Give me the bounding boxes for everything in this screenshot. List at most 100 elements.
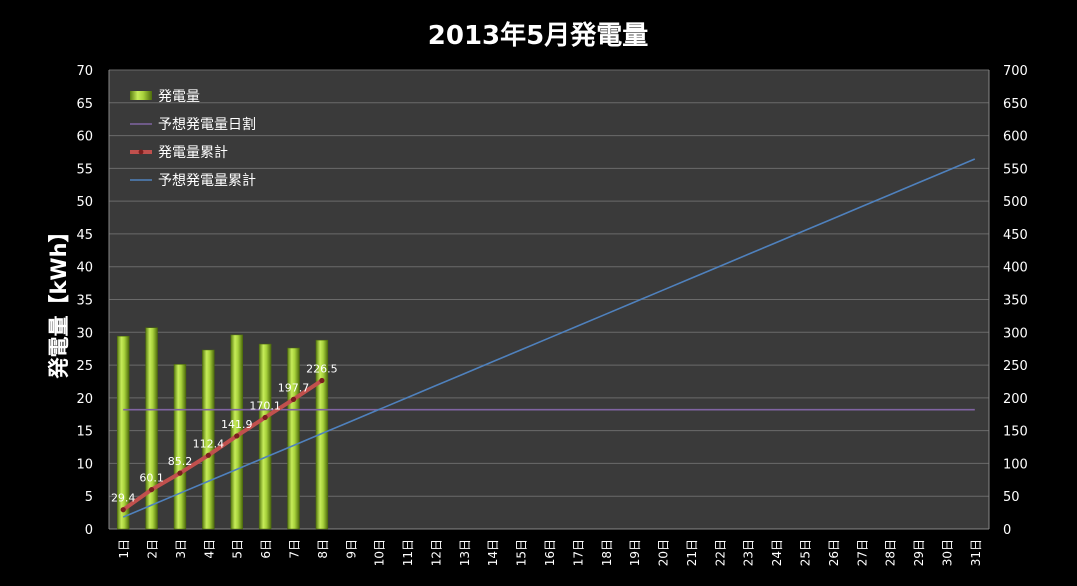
y2-tick-label: 350: [1003, 294, 1028, 309]
x-tick-label: 4日: [202, 539, 216, 559]
x-tick-label: 29日: [912, 539, 926, 566]
x-tick-label: 14日: [486, 539, 500, 566]
y2-tick-label: 700: [1003, 64, 1028, 79]
x-tick-label: 30日: [940, 539, 954, 566]
x-tick-label: 8日: [316, 539, 330, 559]
y-tick-label: 35: [76, 294, 93, 309]
y-tick-label: 30: [76, 326, 93, 341]
legend-label: 予想発電量累計: [158, 173, 256, 189]
y-tick-label: 55: [76, 162, 93, 177]
bar: [145, 327, 158, 530]
y-axis-label: 発電量【kWh】: [47, 221, 71, 379]
x-tick-label: 2日: [146, 539, 160, 559]
y2-tick-label: 100: [1003, 457, 1028, 472]
y2-tick-label: 600: [1003, 130, 1028, 145]
data-label: 226.5: [306, 362, 338, 375]
x-tick-label: 11日: [401, 539, 415, 566]
bar: [116, 335, 130, 530]
right-axis: 0 50 100 150 200 250 300 350 400 450 500 550 600 650 7…: [988, 64, 1028, 538]
bar: [287, 347, 300, 530]
data-label: 85.2: [168, 455, 193, 468]
x-tick-label: 6日: [259, 539, 273, 559]
legend-marker: [138, 149, 144, 155]
data-point: [262, 414, 268, 421]
x-tick-label: 15日: [515, 539, 529, 566]
series-line: [122, 378, 324, 512]
x-tick-label: 21日: [685, 539, 699, 566]
x-tick-label: 10日: [373, 539, 387, 566]
y-tick-label: 45: [76, 228, 93, 243]
data-label: 112.4: [193, 437, 225, 450]
y-tick-label: 40: [76, 261, 93, 276]
y-tick-label: 70: [76, 64, 93, 79]
x-tick-label: 27日: [855, 539, 869, 566]
x-tick-label: 3日: [174, 539, 188, 559]
legend-label: 発電量累計: [158, 145, 228, 161]
series-line: [122, 158, 976, 518]
data-point: [290, 396, 297, 402]
y2-tick-label: 450: [1003, 228, 1028, 243]
y-tick-label: 25: [76, 359, 93, 374]
data-point: [148, 486, 155, 493]
x-tick-label: 18日: [600, 539, 614, 566]
bar: [258, 343, 272, 530]
x-tick-label: 19日: [628, 539, 642, 566]
x-axis: 1日 2日 3日 4日 5日 6日 7日 8日 9日 10日 11日 12日 13日 14日 15日 16日 1…: [109, 528, 989, 566]
y-tick-label: 0: [85, 523, 93, 538]
y2-tick-label: 550: [1003, 162, 1028, 177]
x-tick-label: 24日: [770, 539, 784, 566]
x-tick-label: 23日: [742, 539, 756, 566]
x-tick-label: 28日: [884, 539, 898, 566]
data-label: 29.4: [111, 492, 136, 505]
y-tick-label: 60: [76, 130, 93, 145]
bar: [315, 339, 329, 530]
data-label: 60.1: [139, 472, 164, 485]
legend-label: 予想発電量日割: [158, 116, 256, 133]
bar: [173, 364, 187, 530]
legend-swatch: [130, 91, 152, 100]
data-point: [120, 507, 126, 513]
y2-tick-label: 300: [1003, 326, 1028, 341]
y-tick-label: 15: [76, 425, 93, 440]
chart-title: 2013年5月発電量: [428, 20, 648, 51]
x-tick-label: 12日: [429, 539, 443, 566]
y2-tick-label: 400: [1003, 261, 1028, 276]
y2-tick-label: 50: [1003, 490, 1020, 505]
y2-tick-label: 0: [1003, 523, 1011, 538]
x-tick-label: 16日: [543, 539, 557, 566]
legend-label: 発電量: [158, 89, 200, 105]
y2-tick-label: 500: [1003, 195, 1028, 210]
data-point: [177, 470, 183, 476]
x-tick-label: 9日: [344, 539, 358, 559]
y2-tick-label: 200: [1003, 392, 1028, 407]
y-tick-label: 50: [76, 195, 93, 210]
x-tick-label: 5日: [231, 539, 245, 559]
y-tick-label: 10: [76, 457, 93, 472]
x-tick-label: 13日: [458, 539, 472, 566]
y-tick-label: 20: [76, 392, 93, 407]
data-point: [319, 377, 325, 384]
data-label: 170.1: [249, 399, 281, 412]
x-tick-label: 17日: [571, 539, 585, 566]
y-tick-label: 65: [76, 97, 93, 112]
line-series: [120, 158, 976, 518]
bar: [202, 349, 215, 530]
x-tick-label: 22日: [713, 539, 727, 566]
x-tick-label: 31日: [969, 539, 983, 566]
left-axis: 0 5 10 15 20 25 30 35 40 45 50 55 60 65 70: [76, 64, 110, 538]
y2-tick-label: 650: [1003, 97, 1028, 112]
data-label: 141.9: [221, 418, 253, 431]
x-tick-label: 26日: [827, 539, 841, 566]
y2-tick-label: 150: [1003, 425, 1028, 440]
y2-tick-label: 250: [1003, 359, 1028, 374]
y-tick-label: 5: [85, 490, 93, 505]
x-tick-label: 25日: [798, 539, 812, 566]
data-point: [234, 433, 240, 439]
data-label: 197.7: [278, 381, 310, 394]
data-point: [205, 452, 211, 458]
gridlines: [109, 69, 989, 530]
